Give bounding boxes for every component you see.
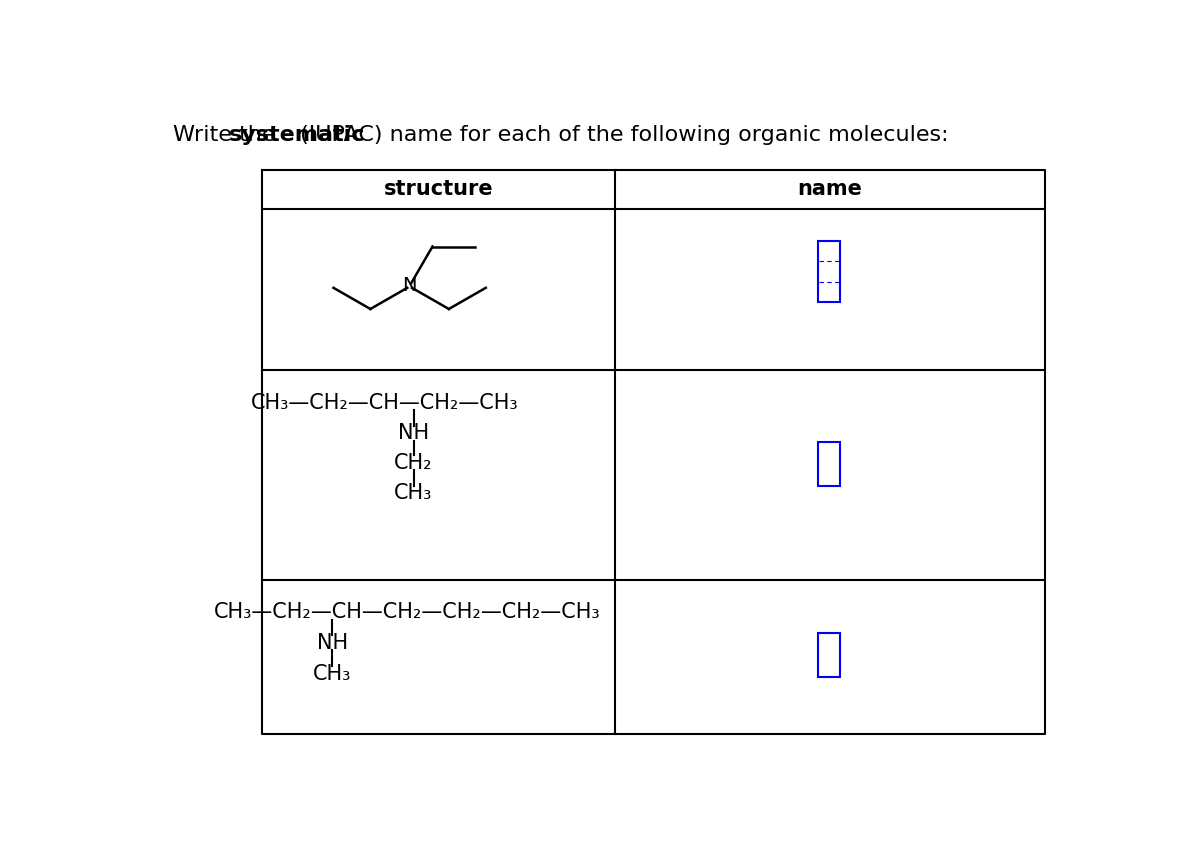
Bar (818, 241, 840, 302)
Text: name: name (798, 179, 863, 199)
Bar (818, 442, 840, 486)
Text: structure: structure (384, 179, 493, 199)
Text: Write the: Write the (173, 125, 283, 146)
Text: NH: NH (317, 633, 348, 653)
Text: NH: NH (398, 423, 430, 443)
Bar (818, 633, 840, 677)
Text: CH₃: CH₃ (395, 483, 433, 504)
Text: CH₃—CH₂—CH—CH₂—CH₃: CH₃—CH₂—CH—CH₂—CH₃ (251, 393, 518, 412)
Text: CH₃—CH₂—CH—CH₂—CH₂—CH₂—CH₃: CH₃—CH₂—CH—CH₂—CH₂—CH₂—CH₃ (214, 602, 600, 622)
Text: N: N (402, 276, 416, 295)
Text: CH₃: CH₃ (313, 664, 352, 683)
Text: (IUPAC) name for each of the following organic molecules:: (IUPAC) name for each of the following o… (293, 125, 948, 146)
Text: CH₂: CH₂ (394, 452, 433, 473)
Text: systematic: systematic (229, 125, 366, 146)
